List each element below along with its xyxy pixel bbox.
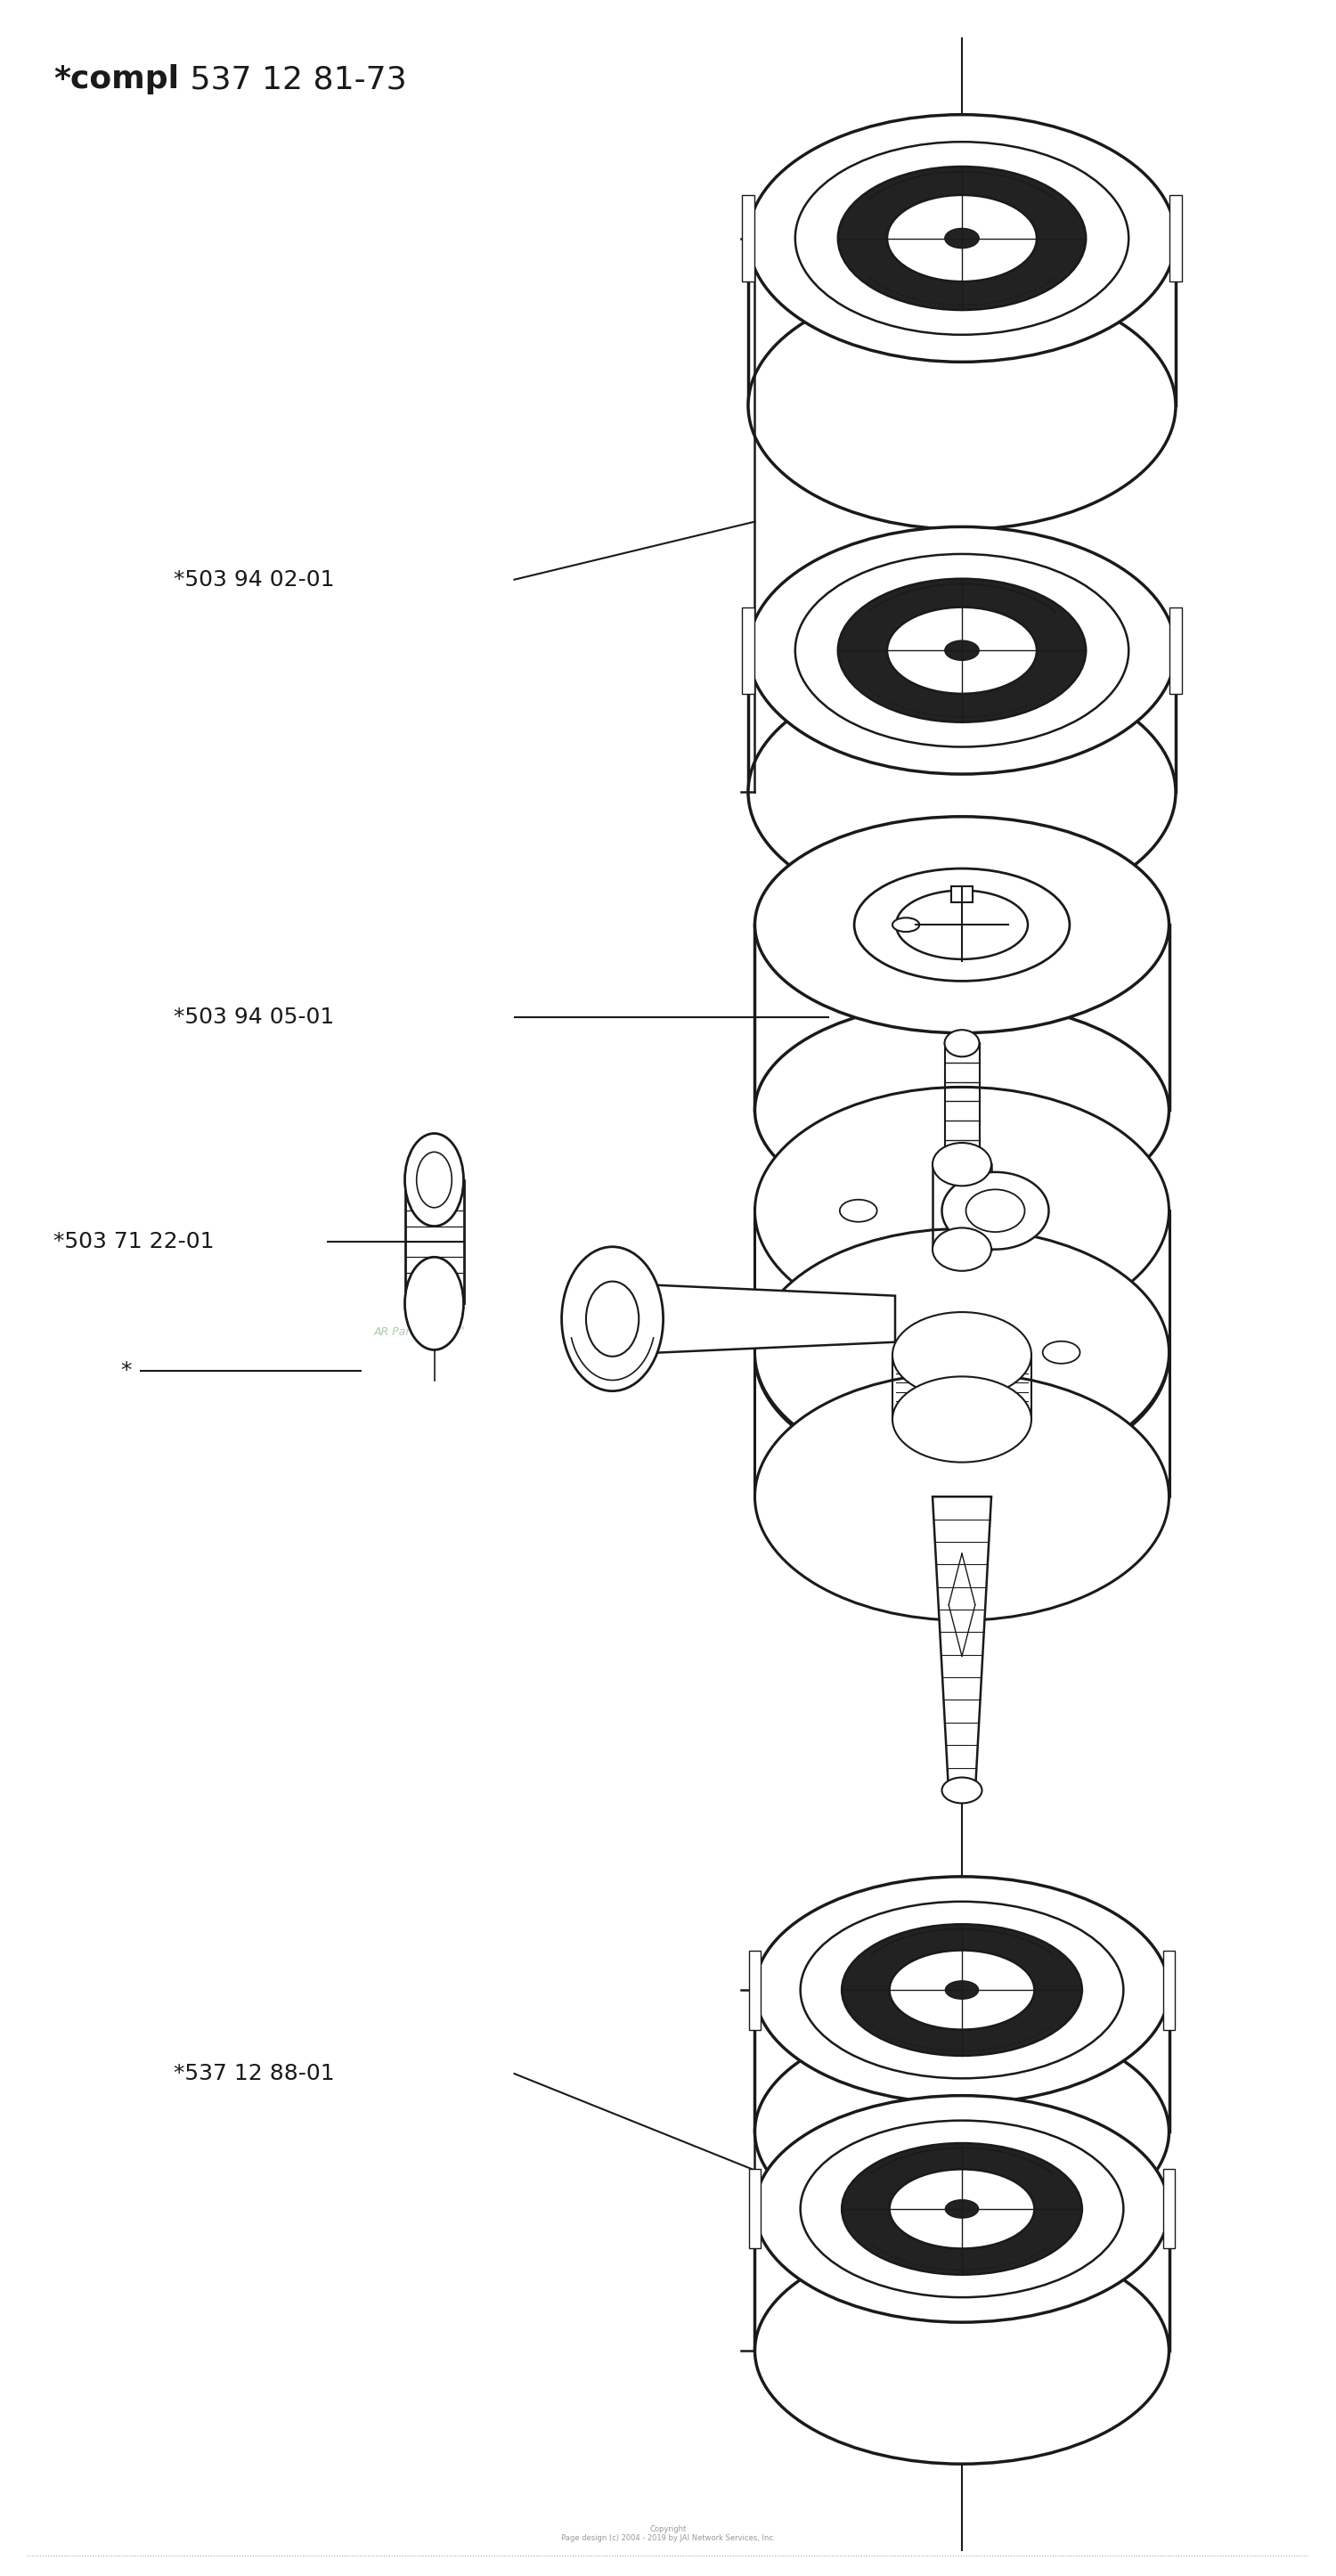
Ellipse shape	[795, 554, 1129, 747]
Ellipse shape	[946, 2200, 978, 2218]
Ellipse shape	[755, 2097, 1169, 2324]
Ellipse shape	[942, 1172, 1049, 1249]
Ellipse shape	[887, 608, 1037, 693]
Ellipse shape	[838, 167, 1086, 309]
Ellipse shape	[587, 1280, 639, 1358]
Ellipse shape	[892, 917, 919, 933]
Polygon shape	[1162, 1950, 1176, 2030]
Ellipse shape	[748, 281, 1176, 528]
Ellipse shape	[755, 1875, 1169, 2102]
Polygon shape	[755, 2208, 1169, 2349]
Ellipse shape	[945, 1030, 979, 1056]
Text: Copyright
Page design (c) 2004 - 2019 by JAI Network Services, Inc.: Copyright Page design (c) 2004 - 2019 by…	[561, 2524, 775, 2543]
Text: *compl: *compl	[53, 64, 179, 95]
Ellipse shape	[896, 891, 1027, 958]
Polygon shape	[755, 1989, 1169, 2130]
Ellipse shape	[800, 1901, 1124, 2079]
Polygon shape	[605, 1283, 895, 1355]
Ellipse shape	[966, 1190, 1025, 1231]
Text: 537 12 81-73: 537 12 81-73	[180, 64, 407, 95]
Polygon shape	[755, 925, 1169, 1110]
Polygon shape	[945, 1043, 979, 1159]
Ellipse shape	[561, 1247, 663, 1391]
Ellipse shape	[755, 2020, 1169, 2244]
Polygon shape	[755, 1211, 1169, 1355]
Ellipse shape	[1042, 1342, 1079, 1363]
Ellipse shape	[838, 580, 1086, 721]
Ellipse shape	[933, 1144, 991, 1185]
Ellipse shape	[854, 868, 1070, 981]
Polygon shape	[405, 1180, 464, 1303]
Ellipse shape	[892, 1376, 1031, 1463]
Ellipse shape	[945, 1146, 979, 1172]
Ellipse shape	[840, 1200, 876, 1221]
Text: AR PartStream™: AR PartStream™	[374, 1327, 466, 1337]
Ellipse shape	[405, 1133, 464, 1226]
Polygon shape	[748, 649, 1176, 793]
Polygon shape	[741, 608, 755, 693]
Ellipse shape	[417, 1151, 452, 1208]
Ellipse shape	[405, 1257, 464, 1350]
Text: *: *	[120, 1360, 131, 1381]
Ellipse shape	[942, 1777, 982, 1803]
Polygon shape	[741, 196, 755, 281]
Polygon shape	[748, 240, 1176, 404]
Ellipse shape	[892, 1311, 1031, 1399]
Ellipse shape	[748, 670, 1176, 914]
Ellipse shape	[755, 1002, 1169, 1218]
Ellipse shape	[842, 1924, 1082, 2056]
Polygon shape	[755, 1352, 1169, 1497]
Text: *503 71 22-01: *503 71 22-01	[53, 1231, 214, 1252]
Polygon shape	[1169, 196, 1182, 281]
Ellipse shape	[842, 2143, 1082, 2275]
Polygon shape	[892, 1355, 1031, 1419]
Polygon shape	[933, 1497, 991, 1790]
Ellipse shape	[887, 196, 1037, 281]
Text: *503 94 02-01: *503 94 02-01	[174, 569, 334, 590]
Polygon shape	[951, 886, 973, 902]
Ellipse shape	[795, 142, 1129, 335]
Ellipse shape	[755, 817, 1169, 1033]
Polygon shape	[1169, 608, 1182, 693]
Ellipse shape	[946, 1981, 978, 1999]
Ellipse shape	[755, 1231, 1169, 1479]
Text: *537 12 88-01: *537 12 88-01	[174, 2063, 334, 2084]
Polygon shape	[933, 1164, 991, 1249]
Ellipse shape	[890, 2169, 1034, 2249]
Ellipse shape	[890, 1950, 1034, 2030]
Ellipse shape	[933, 1229, 991, 1270]
Ellipse shape	[945, 229, 979, 247]
Ellipse shape	[748, 528, 1176, 773]
Text: *503 94 05-01: *503 94 05-01	[174, 1007, 334, 1028]
Ellipse shape	[755, 2236, 1169, 2463]
Ellipse shape	[945, 641, 979, 659]
Polygon shape	[748, 1950, 762, 2030]
Ellipse shape	[755, 1087, 1169, 1334]
Polygon shape	[748, 2169, 762, 2249]
Ellipse shape	[755, 1229, 1169, 1476]
Ellipse shape	[800, 2120, 1124, 2298]
Polygon shape	[1162, 2169, 1176, 2249]
Ellipse shape	[755, 1373, 1169, 1620]
Ellipse shape	[748, 113, 1176, 361]
